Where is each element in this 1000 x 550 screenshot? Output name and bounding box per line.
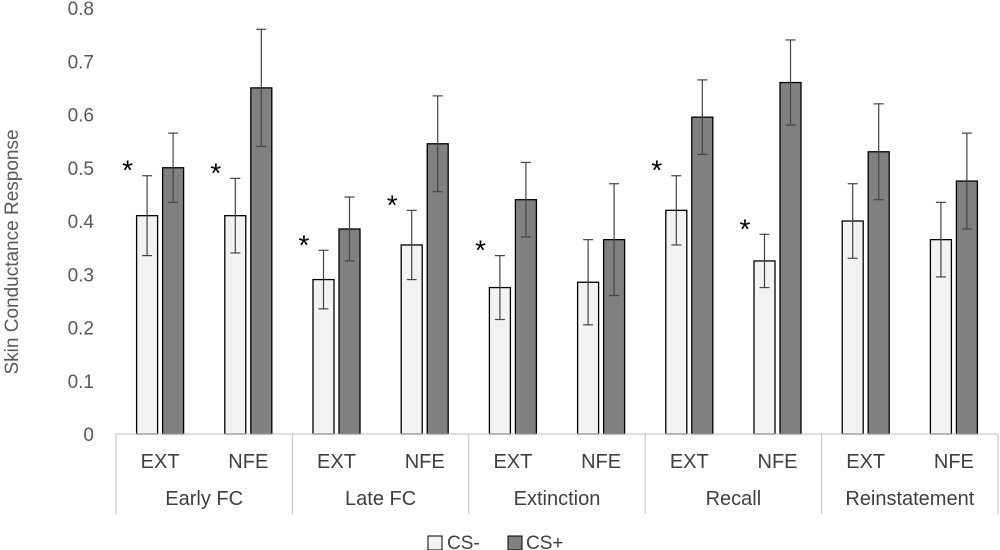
- x-tick-label-group: EXT: [493, 451, 532, 473]
- legend-swatch-cs-plus: [507, 535, 523, 550]
- bars: * * * * * * *: [122, 28, 979, 435]
- y-tick-label: 0: [83, 425, 94, 446]
- x-tick-label-group: EXT: [317, 451, 356, 473]
- x-tick-label-group: NFE: [581, 451, 621, 473]
- x-tick-label-phase: Early FC: [165, 488, 243, 510]
- x-tick-label-phase: Extinction: [514, 488, 601, 510]
- bar-cs-plus: [691, 116, 714, 435]
- y-axis-ticks: 0 0.1 0.2 0.3 0.4 0.5 0.6 0.7 0.8: [68, 0, 95, 446]
- significance-marker: *: [122, 155, 133, 186]
- x-tick-label-phase: Reinstatement: [845, 488, 974, 510]
- significance-marker: *: [387, 189, 398, 220]
- y-tick-label: 0.3: [68, 265, 94, 286]
- x-tick-label-group: NFE: [758, 451, 798, 473]
- y-tick-label: 0.8: [68, 0, 94, 20]
- significance-marker: *: [475, 235, 486, 266]
- bar-cs-plus: [161, 167, 185, 435]
- significance-marker: *: [299, 229, 310, 260]
- x-tick-label-group: EXT: [670, 451, 709, 473]
- legend-swatch-cs-minus: [427, 535, 443, 550]
- x-axis: EXT NFE EXT NFE EXT NFE EXT NFE EXT NFE Early FC La…: [115, 433, 999, 514]
- y-tick-label: 0.1: [68, 372, 94, 393]
- y-axis-label: Skin Conductance Response: [2, 129, 23, 374]
- y-tick-label: 0.4: [68, 212, 95, 233]
- legend: CS- CS+: [427, 533, 564, 550]
- x-tick-label-group: EXT: [141, 451, 180, 473]
- x-tick-label-phase: Recall: [706, 488, 762, 510]
- bar-cs-plus: [779, 81, 802, 435]
- legend-label-cs-plus: CS+: [526, 533, 564, 550]
- significance-marker: *: [651, 155, 662, 186]
- y-tick-label: 0.6: [68, 106, 94, 127]
- significance-marker: *: [210, 157, 221, 188]
- x-tick-label-group: EXT: [846, 451, 885, 473]
- x-tick-label-group: NFE: [934, 451, 974, 473]
- significance-marker: *: [740, 213, 751, 244]
- x-tick-label-group: NFE: [228, 451, 268, 473]
- legend-label-cs-minus: CS-: [447, 533, 480, 550]
- x-tick-label-group: NFE: [405, 451, 445, 473]
- x-tick-label-phase: Late FC: [345, 488, 416, 510]
- y-tick-label: 0.5: [68, 159, 94, 180]
- y-tick-label: 0.7: [68, 52, 94, 73]
- y-tick-label: 0.2: [68, 319, 94, 340]
